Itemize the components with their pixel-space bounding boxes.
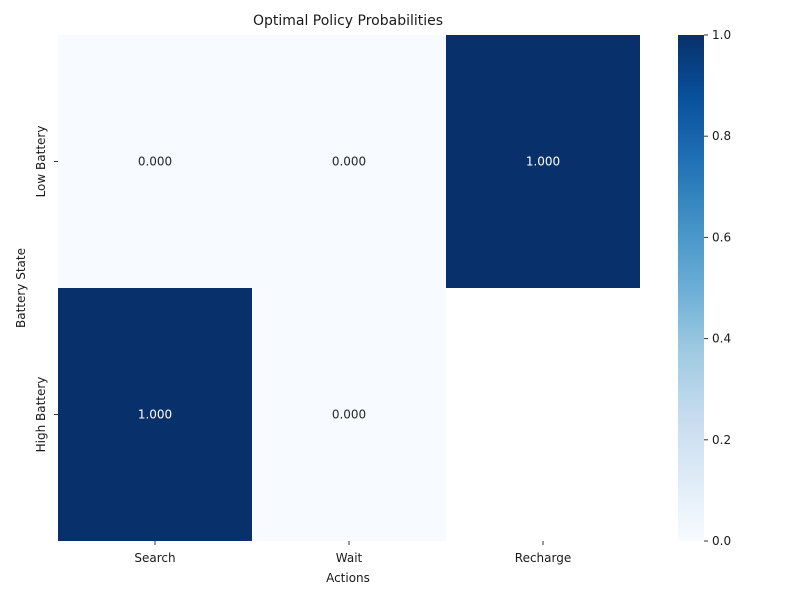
colorbar-tick-label: 0.8 (712, 129, 731, 143)
heatmap-cell (252, 288, 446, 541)
x-tick-label: Wait (336, 551, 363, 565)
colorbar-tick-label: 0.6 (712, 230, 731, 244)
colorbar-ticks: 0.0 0.2 0.4 0.6 0.8 1.0 (704, 28, 731, 548)
chart-title: Optimal Policy Probabilities (253, 13, 443, 29)
colorbar-tick-label: 0.0 (712, 534, 731, 548)
cell-value-label: 0.000 (332, 155, 366, 169)
y-axis-label: Battery State (14, 248, 28, 328)
x-tick-label: Recharge (515, 551, 571, 565)
colorbar-tick-label: 0.4 (712, 332, 731, 346)
colorbar (678, 35, 704, 541)
colorbar-tick-label: 0.2 (712, 433, 731, 447)
cell-value-label: 1.000 (138, 408, 172, 422)
x-tick-label: Search (134, 551, 175, 565)
colorbar-tick-label: 1.0 (712, 28, 731, 42)
heatmap-cell (58, 35, 252, 288)
cell-value-label: 0.000 (332, 408, 366, 422)
heatmap-cell (252, 35, 446, 288)
heatmap-cells: 0.000 0.000 1.000 1.000 0.000 (58, 35, 640, 541)
heatmap-cell (446, 35, 640, 288)
x-axis-ticks: Search Wait Recharge (134, 541, 571, 565)
y-tick-label: Low Battery (34, 126, 48, 198)
x-axis-label: Actions (326, 571, 370, 585)
cell-value-label: 1.000 (526, 155, 560, 169)
cell-value-label: 0.000 (138, 155, 172, 169)
heatmap-cell (58, 288, 252, 541)
y-tick-label: High Battery (34, 377, 48, 453)
y-axis-ticks: Low Battery High Battery (34, 126, 58, 453)
